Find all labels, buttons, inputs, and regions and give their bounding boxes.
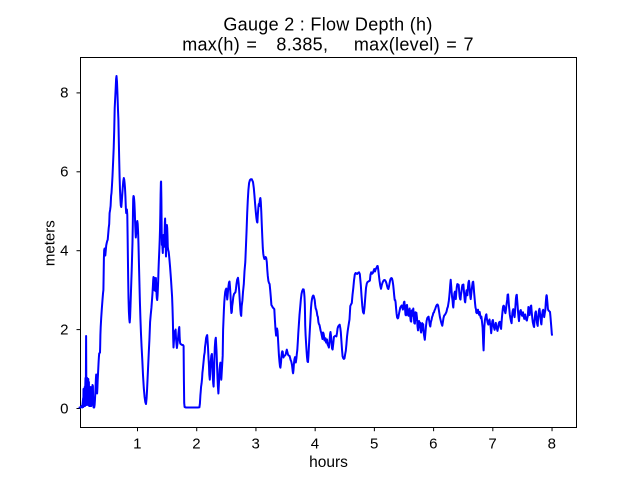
svg-text:5: 5 (370, 436, 378, 453)
svg-text:6: 6 (429, 436, 437, 453)
svg-text:7: 7 (488, 436, 496, 453)
svg-text:2: 2 (60, 321, 68, 338)
svg-text:0: 0 (60, 400, 68, 417)
svg-text:8: 8 (60, 85, 68, 102)
svg-text:meters: meters (41, 220, 58, 266)
svg-text:4: 4 (60, 243, 68, 260)
svg-text:Gauge 2 : Flow Depth (h): Gauge 2 : Flow Depth (h) (223, 15, 432, 35)
svg-text:hours: hours (309, 454, 348, 471)
svg-text:6: 6 (60, 164, 68, 181)
svg-text:4: 4 (311, 436, 319, 453)
svg-text:3: 3 (252, 436, 260, 453)
svg-text:max(h) = 8.385, max(level: max(h) = 8.385, max(level) = 7 (182, 34, 474, 54)
svg-text:1: 1 (133, 436, 141, 453)
svg-text:8: 8 (548, 436, 556, 453)
svg-text:2: 2 (192, 436, 200, 453)
